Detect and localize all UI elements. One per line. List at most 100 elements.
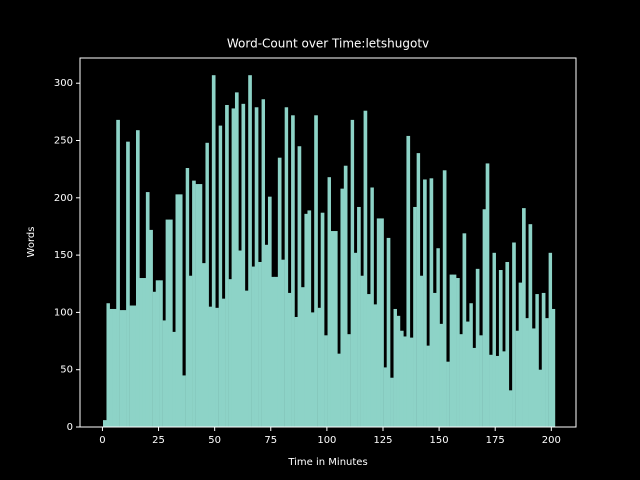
bar xyxy=(155,280,160,427)
y-tick-label: 150 xyxy=(54,250,73,261)
bar xyxy=(178,194,183,427)
bar xyxy=(535,294,539,427)
x-tick-label: 50 xyxy=(208,435,221,446)
bar xyxy=(485,163,490,427)
bar xyxy=(149,229,153,427)
bar xyxy=(215,307,219,427)
bar xyxy=(373,304,378,427)
bar xyxy=(142,278,147,427)
bar xyxy=(380,218,384,427)
y-axis-label: Words xyxy=(26,227,37,258)
bar xyxy=(324,335,328,427)
bar xyxy=(396,315,401,427)
bar xyxy=(317,307,322,427)
bar xyxy=(495,355,500,427)
bar xyxy=(406,135,411,427)
bar xyxy=(261,99,266,427)
bar xyxy=(238,250,242,427)
bar xyxy=(129,305,134,427)
bar xyxy=(409,337,414,427)
bar xyxy=(188,275,193,427)
x-axis-label: Time in Minutes xyxy=(287,457,367,468)
bar xyxy=(512,242,516,427)
x-tick-label: 125 xyxy=(373,435,392,446)
bar xyxy=(310,312,315,427)
bar xyxy=(545,318,549,427)
bar xyxy=(267,196,272,427)
bar xyxy=(350,119,355,427)
bar xyxy=(419,275,424,427)
bar xyxy=(330,231,335,427)
bar xyxy=(393,308,397,427)
bar xyxy=(132,305,137,427)
bar xyxy=(525,318,529,427)
x-tick-label: 150 xyxy=(430,435,449,446)
bar xyxy=(119,310,124,427)
bar xyxy=(300,287,305,427)
bar xyxy=(205,142,209,427)
bar xyxy=(337,353,341,427)
bar xyxy=(482,209,487,427)
bar xyxy=(198,184,203,427)
bar xyxy=(195,184,200,427)
bar xyxy=(505,261,510,427)
x-tick-label: 25 xyxy=(152,435,165,446)
bar xyxy=(201,263,206,427)
y-tick-label: 100 xyxy=(54,307,73,318)
bar xyxy=(254,107,259,427)
bar xyxy=(386,237,391,427)
y-tick-label: 50 xyxy=(60,365,73,376)
bar xyxy=(472,347,477,427)
bar xyxy=(357,206,361,427)
bar xyxy=(314,115,318,428)
bar xyxy=(185,168,190,427)
bar xyxy=(172,331,176,427)
bar xyxy=(109,308,114,427)
bar xyxy=(258,261,262,427)
bar xyxy=(126,141,130,427)
bar xyxy=(165,219,170,427)
bar xyxy=(281,259,285,427)
bar xyxy=(538,369,543,427)
x-tick-label: 175 xyxy=(486,435,505,446)
bar xyxy=(479,335,483,427)
bar xyxy=(383,367,388,427)
bar xyxy=(370,187,374,427)
bar xyxy=(548,252,553,427)
bar xyxy=(218,125,223,427)
bar xyxy=(297,146,302,427)
bar xyxy=(551,308,556,427)
bar xyxy=(423,179,427,427)
x-tick-label: 75 xyxy=(264,435,277,446)
bar xyxy=(139,278,143,427)
bar xyxy=(426,345,430,427)
bar xyxy=(498,270,503,427)
bar xyxy=(225,104,229,428)
bar xyxy=(465,321,470,427)
bar xyxy=(145,192,150,427)
bar xyxy=(343,165,348,427)
bar xyxy=(271,276,275,427)
bar xyxy=(459,334,463,427)
bar xyxy=(208,306,213,427)
bar xyxy=(320,212,325,427)
bar xyxy=(416,153,421,427)
bar xyxy=(106,303,110,427)
bar xyxy=(363,110,368,427)
bar xyxy=(518,282,523,427)
bar xyxy=(152,291,157,427)
bar xyxy=(228,279,233,427)
bar xyxy=(192,180,196,427)
bar xyxy=(159,280,163,427)
chart-title: Word-Count over Time:letshugotv xyxy=(227,37,429,51)
bar xyxy=(248,75,252,427)
bar xyxy=(264,244,269,427)
bar xyxy=(103,420,107,427)
bar xyxy=(469,303,473,427)
bar xyxy=(366,294,371,427)
y-tick-label: 250 xyxy=(54,136,73,147)
bar xyxy=(399,330,404,427)
bar xyxy=(353,252,358,427)
